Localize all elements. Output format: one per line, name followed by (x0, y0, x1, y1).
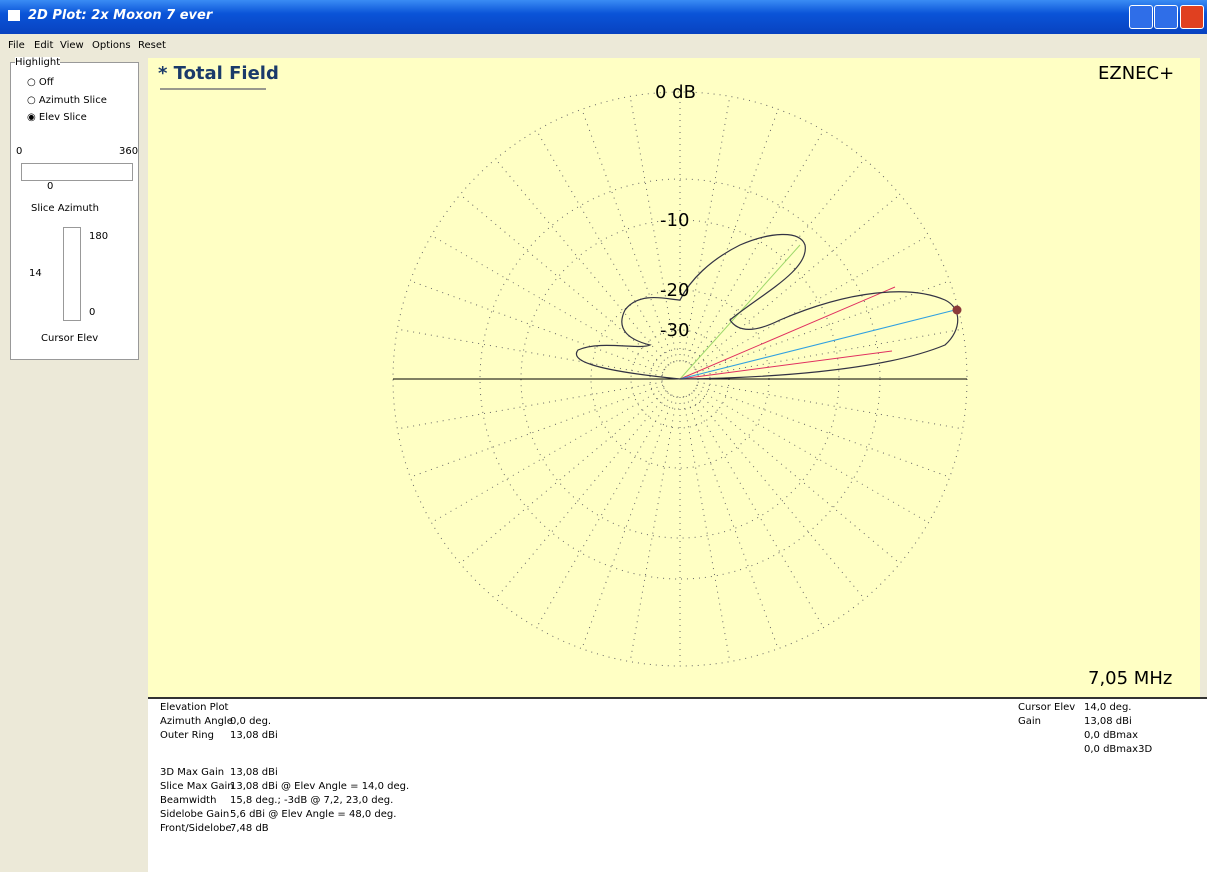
grid-spoke (697, 381, 963, 430)
slider-value: 0 (47, 181, 54, 192)
window-title: 2D Plot: 2x Moxon 7 ever (28, 8, 213, 23)
grid-spoke (682, 396, 731, 662)
slider-value: 14 (29, 268, 42, 279)
grid-spoke (495, 158, 669, 366)
grid-spoke (688, 394, 824, 628)
grid-spoke (695, 387, 929, 523)
menu-item[interactable]: View (60, 40, 84, 51)
app-icon (8, 10, 20, 21)
info-value: 0,0 dBmax (1084, 730, 1139, 741)
grid-spoke (693, 390, 901, 564)
info-value: 0,0 deg. (230, 716, 272, 727)
info-label: 3D Max Gain (160, 767, 225, 778)
info-label: Beamwidth (160, 795, 217, 806)
radio-label: Azimuth Slice (38, 95, 107, 106)
grid-spoke (685, 395, 779, 649)
info-value: 5,6 dBi @ Elev Angle = 48,0 deg. (230, 809, 397, 820)
grid-spoke (536, 394, 672, 628)
grid-spoke (397, 381, 663, 430)
polar-plot (160, 88, 968, 667)
pattern-trace (575, 233, 959, 380)
info-heading: Elevation Plot (160, 702, 229, 713)
grid-spoke (691, 392, 865, 600)
grid-spoke (410, 280, 664, 374)
radio-label: Elev Slice (38, 112, 87, 123)
plot-area: * Total Field EZNEC+ 7,05 MHz 0 dB -10 -… (148, 58, 1200, 697)
grid-spoke (410, 384, 664, 478)
grid-spoke (696, 280, 950, 374)
radio-off[interactable]: ○ Off (27, 77, 54, 88)
slider-min: 0 (89, 307, 96, 318)
menu-item[interactable]: File (8, 40, 25, 51)
grid-spoke (693, 194, 901, 368)
info-label: Sidelobe Gain (160, 809, 230, 820)
info-value: 13,08 dBi (230, 767, 278, 778)
plot-title: * Total Field (158, 63, 279, 84)
grid-spoke (459, 390, 667, 564)
ring-label: -20 (660, 280, 690, 301)
info-value: 0,0 dBmax3D (1084, 744, 1153, 755)
info-value: 13,08 dBi @ Elev Angle = 14,0 deg. (230, 781, 410, 792)
grid-spoke (459, 194, 667, 368)
grid-spoke (629, 396, 678, 662)
maximize-button[interactable] (1154, 5, 1178, 29)
grid-spoke (536, 130, 672, 364)
grid-spoke (696, 384, 950, 478)
grid-spoke (695, 235, 929, 371)
info-value: 14,0 deg. (1084, 702, 1132, 713)
slider-label: Cursor Elev (41, 333, 99, 344)
grid-spoke (495, 392, 669, 600)
info-label: Outer Ring (160, 730, 214, 741)
info-label: Slice Max Gain (160, 781, 234, 792)
radio-label: Off (38, 77, 54, 88)
info-value: 15,8 deg.; -3dB @ 7,2, 23,0 deg. (230, 795, 394, 806)
menu-item[interactable]: Options (92, 40, 131, 51)
menu-bar: File Edit View Options Reset (0, 36, 1207, 55)
info-label: Azimuth Angle (160, 716, 233, 727)
azimuth-slider[interactable] (21, 163, 133, 181)
slider-min: 0 (16, 146, 23, 157)
info-label: Front/Sidelobe (160, 823, 232, 834)
beamwidth-line (679, 350, 893, 380)
grid-spoke (691, 158, 865, 366)
group-title: Highlight (15, 57, 61, 68)
info-value: 7,48 dB (230, 823, 269, 834)
max-gain-line (679, 309, 956, 380)
ring-label: -30 (660, 320, 690, 341)
menu-item[interactable]: Reset (138, 40, 166, 51)
info-label: Cursor Elev (1018, 702, 1076, 713)
slider-max: 180 (89, 231, 109, 242)
grid-spoke (685, 109, 779, 363)
info-label: Gain (1018, 716, 1041, 727)
frequency: 7,05 MHz (1088, 668, 1173, 689)
info-value: 13,08 dBi (1084, 716, 1132, 727)
minimize-button[interactable] (1129, 5, 1153, 29)
elev-slider[interactable] (63, 227, 81, 321)
slider-label: Slice Azimuth (31, 203, 99, 214)
menu-item[interactable]: Edit (34, 40, 54, 51)
grid-spoke (397, 328, 663, 377)
radio-azimuth[interactable]: ○ Azimuth Slice (27, 95, 107, 106)
info-panel: Elevation Plot Azimuth Angle 0,0 deg. Outer… (148, 697, 1207, 872)
highlight-panel: Highlight ○ Off ○ Azimuth Slice ◉ Elev S… (10, 57, 139, 360)
info-value: 13,08 dBi (230, 730, 278, 741)
beamwidth-line (679, 286, 896, 380)
close-button[interactable] (1180, 5, 1204, 29)
ring-label: -10 (660, 210, 690, 231)
radio-elev[interactable]: ◉ Elev Slice (27, 112, 87, 123)
cursor-dot (952, 305, 962, 315)
grid-spoke (581, 395, 675, 649)
grid-spoke (431, 235, 665, 371)
ring-label: 0 dB (655, 82, 696, 103)
slider-max: 360 (119, 146, 139, 157)
grid-spoke (682, 96, 731, 362)
brand: EZNEC+ (1098, 63, 1175, 84)
title-bar: 2D Plot: 2x Moxon 7 ever (0, 0, 1207, 34)
grid-spoke (431, 387, 665, 523)
